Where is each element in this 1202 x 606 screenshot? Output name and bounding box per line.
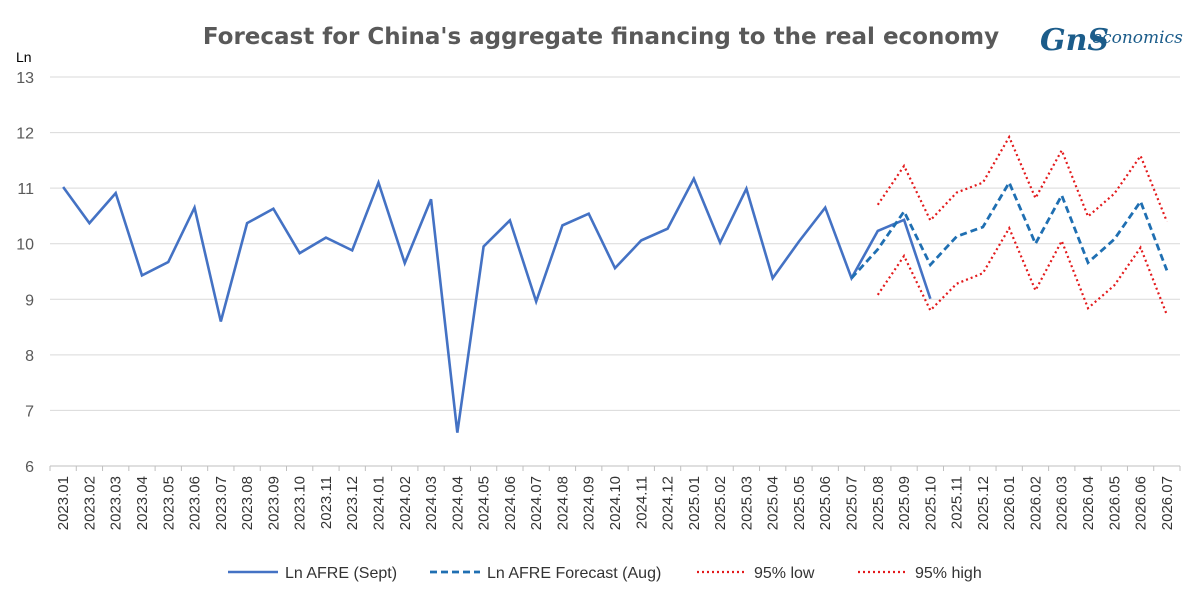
x-axis-ticks: 2023.01 2023.02 2023.03 2023.04 2023.05 2023.… <box>55 476 1176 530</box>
x-tick-label: 2025.07 <box>844 476 861 530</box>
legend-label-0: Ln AFRE (Sept) <box>285 565 397 582</box>
y-axis-ticks: 6 7 8 9 10 11 12 13 <box>16 70 34 476</box>
x-tick-label: 2024.01 <box>370 476 387 530</box>
x-tick-label: 2023.03 <box>108 476 125 530</box>
x-tick-label: 2025.08 <box>870 476 887 530</box>
x-tick-label: 2023.01 <box>55 476 72 530</box>
x-tick-label: 2024.06 <box>502 476 519 530</box>
y-tick-label: 8 <box>25 348 34 365</box>
logo-text: economics <box>1092 28 1183 48</box>
x-tick-label: 2026.05 <box>1106 476 1123 530</box>
x-tick-label: 2025.02 <box>712 476 729 530</box>
x-tick-label: 2025.03 <box>738 476 755 530</box>
x-tick-label: 2025.09 <box>896 476 913 530</box>
series-line-0 <box>62 175 932 433</box>
x-tick-label: 2026.02 <box>1027 476 1044 530</box>
x-tick-label: 2024.11 <box>633 476 650 529</box>
x-tick-label: 2024.12 <box>660 476 677 530</box>
chart-title: Forecast for China's aggregate financing… <box>203 24 999 50</box>
x-tick-label: 2024.02 <box>397 476 414 530</box>
x-tick-label: 2026.04 <box>1080 476 1097 530</box>
x-tick-label: 2023.02 <box>81 476 98 530</box>
legend-label-3: 95% high <box>915 565 982 582</box>
y-tick-label: 9 <box>25 292 34 309</box>
x-tick-label: 2024.03 <box>423 476 440 530</box>
x-tick-label: 2026.07 <box>1159 476 1176 530</box>
gridlines <box>50 76 1180 411</box>
x-tick-label: 2024.07 <box>528 476 545 530</box>
y-tick-label: 12 <box>16 126 34 143</box>
y-tick-label: 6 <box>25 459 34 476</box>
x-tick-label: 2026.01 <box>1001 476 1018 530</box>
x-tick-label: 2025.10 <box>922 476 939 530</box>
legend-label-2: 95% low <box>754 565 815 582</box>
x-tick-label: 2023.06 <box>187 476 204 530</box>
x-tick-label: 2023.07 <box>213 476 230 530</box>
y-tick-label: 7 <box>25 403 34 420</box>
legend-label-1: Ln AFRE Forecast (Aug) <box>487 565 661 582</box>
y-tick-label: 10 <box>16 237 34 254</box>
legend: Ln AFRE (Sept) Ln AFRE Forecast (Aug) 95% … <box>228 565 982 582</box>
x-tick-label: 2024.04 <box>449 476 466 530</box>
x-tick-label: 2026.06 <box>1133 476 1150 530</box>
x-tick-label: 2025.05 <box>791 476 808 530</box>
x-tick-label: 2023.10 <box>292 476 309 530</box>
x-tick-label: 2023.05 <box>160 476 177 530</box>
gns-economics-logo: GnS economics <box>1040 23 1183 58</box>
x-tick-label: 2024.08 <box>554 476 571 530</box>
y-axis-label: Ln <box>16 49 32 65</box>
logo-mark: GnS <box>1040 23 1109 58</box>
x-tick-label: 2024.05 <box>476 476 493 530</box>
series-lines <box>62 134 1169 433</box>
x-tick-label: 2023.12 <box>344 476 361 530</box>
x-tick-label: 2024.10 <box>607 476 624 530</box>
x-tick-label: 2024.09 <box>581 476 598 530</box>
series-line-3 <box>876 134 1168 223</box>
x-tick-label: 2023.11 <box>318 476 335 529</box>
x-tick-label: 2025.12 <box>975 476 992 530</box>
x-tick-label: 2025.11 <box>949 476 966 529</box>
x-axis <box>49 465 1181 471</box>
x-tick-label: 2025.04 <box>765 476 782 530</box>
x-tick-label: 2026.03 <box>1054 476 1071 530</box>
x-tick-label: 2025.06 <box>817 476 834 530</box>
y-tick-label: 13 <box>16 70 34 87</box>
series-line-1 <box>850 179 1169 280</box>
x-tick-label: 2023.04 <box>134 476 151 530</box>
x-tick-label: 2023.09 <box>265 476 282 530</box>
y-tick-label: 11 <box>17 181 34 198</box>
x-tick-label: 2025.01 <box>686 476 703 530</box>
x-tick-label: 2023.08 <box>239 476 256 530</box>
